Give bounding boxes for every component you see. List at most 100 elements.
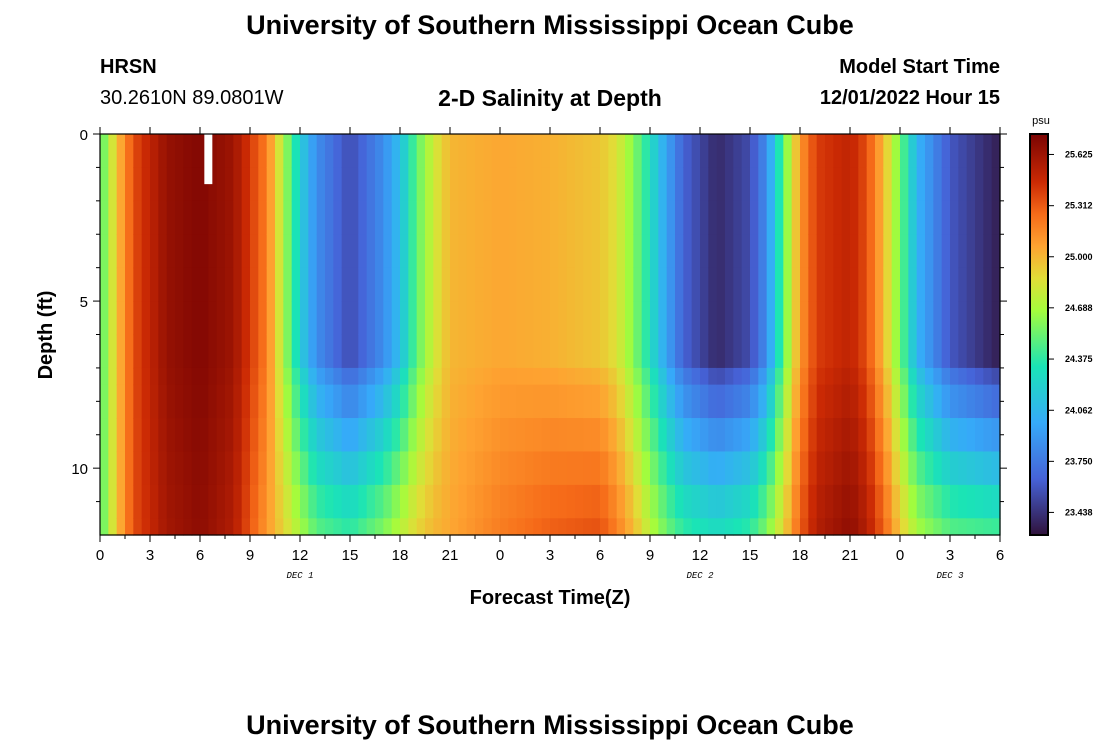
heatmap-cell	[891, 200, 901, 235]
heatmap-cell	[683, 484, 693, 519]
heatmap-cell	[508, 518, 518, 536]
heatmap-cell	[975, 301, 984, 336]
heatmap-cell	[125, 334, 134, 369]
heatmap-cell	[683, 384, 693, 419]
heatmap-cell	[850, 518, 859, 536]
heatmap-cell	[616, 334, 626, 369]
heatmap-cell	[258, 301, 268, 336]
heatmap-cell	[158, 134, 168, 169]
heatmap-cell	[191, 384, 201, 419]
heatmap-cell	[350, 167, 359, 202]
heatmap-cell	[883, 451, 893, 486]
heatmap-cell	[750, 451, 759, 486]
heatmap-cell	[750, 200, 759, 235]
heatmap-cell	[241, 484, 251, 519]
heatmap-cell	[333, 334, 343, 369]
heatmap-cell	[200, 167, 209, 202]
heatmap-cell	[933, 367, 943, 386]
heatmap-cell	[316, 134, 326, 169]
heatmap-cell	[533, 451, 543, 486]
heatmap-cell	[908, 267, 918, 302]
day-label: DEC 1	[286, 571, 313, 581]
heatmap-cell	[541, 134, 551, 169]
heatmap-cell	[250, 234, 259, 269]
heatmap-cell	[491, 267, 501, 302]
heatmap-cell	[200, 518, 209, 536]
heatmap-cell	[408, 418, 418, 453]
heatmap-cell	[541, 451, 551, 486]
heatmap-cell	[625, 200, 634, 235]
heatmap-cell	[766, 384, 776, 419]
heatmap-cell	[175, 134, 184, 169]
heatmap-cell	[750, 418, 759, 453]
day-label: DEC 2	[686, 571, 714, 581]
heatmap-cell	[958, 334, 968, 369]
heatmap-cell	[858, 451, 868, 486]
heatmap-cell	[466, 234, 476, 269]
heatmap-cell	[491, 384, 501, 419]
heatmap-cell	[366, 301, 376, 336]
heatmap-cell	[575, 234, 584, 269]
heatmap-cell	[850, 200, 859, 235]
heatmap-cell	[108, 367, 118, 386]
heatmap-cell	[133, 484, 143, 519]
heatmap-cell	[708, 267, 718, 302]
heatmap-cell	[650, 451, 659, 486]
heatmap-cell	[500, 267, 509, 302]
heatmap-cell	[400, 518, 409, 536]
heatmap-cell	[116, 367, 126, 386]
heatmap-cell	[583, 134, 593, 169]
heatmap-cell	[708, 418, 718, 453]
heatmap-cell	[175, 267, 184, 302]
heatmap-cell	[875, 367, 884, 386]
heatmap-cell	[383, 518, 393, 536]
heatmap-cell	[650, 267, 659, 302]
heatmap-cell	[283, 334, 293, 369]
heatmap-cell	[175, 234, 184, 269]
heatmap-cell	[166, 134, 176, 169]
heatmap-cell	[916, 134, 926, 169]
heatmap-cell	[175, 418, 184, 453]
heatmap-cell	[933, 518, 943, 536]
heatmap-cell	[983, 484, 993, 519]
heatmap-cell	[416, 267, 426, 302]
heatmap-cell	[550, 134, 559, 169]
heatmap-cell	[500, 334, 509, 369]
heatmap-cell	[783, 267, 793, 302]
heatmap-cell	[991, 267, 1001, 302]
footer-title: University of Southern Mississippi Ocean…	[246, 710, 854, 740]
heatmap-cell	[675, 200, 684, 235]
heatmap-cell	[225, 167, 234, 202]
heatmap-cell	[700, 484, 709, 519]
heatmap-cell	[725, 367, 734, 386]
heatmap-cell	[891, 418, 901, 453]
heatmap-cell	[508, 384, 518, 419]
heatmap-cell	[533, 134, 543, 169]
heatmap-cell	[183, 200, 193, 235]
heatmap-cell	[933, 451, 943, 486]
heatmap-cell	[558, 484, 568, 519]
heatmap-cell	[150, 234, 159, 269]
heatmap-cell	[891, 334, 901, 369]
heatmap-cell	[666, 418, 676, 453]
heatmap-cell	[466, 384, 476, 419]
heatmap-cell	[283, 418, 293, 453]
heatmap-cell	[841, 418, 851, 453]
heatmap-cell	[241, 367, 251, 386]
heatmap-cell	[975, 234, 984, 269]
heatmap-cell	[383, 334, 393, 369]
heatmap-cell	[816, 418, 826, 453]
heatmap-cell	[200, 267, 209, 302]
heatmap-cell	[825, 267, 834, 302]
heatmap-cell	[658, 134, 668, 169]
heatmap-cell	[808, 301, 818, 336]
heatmap-cell	[141, 418, 151, 453]
heatmap-cell	[308, 384, 318, 419]
heatmap-cell	[816, 384, 826, 419]
heatmap-cell	[466, 484, 476, 519]
heatmap-cell	[300, 384, 309, 419]
heatmap-cell	[491, 134, 501, 169]
heatmap-cell	[833, 367, 843, 386]
heatmap-cell	[541, 518, 551, 536]
heatmap-cell	[775, 518, 784, 536]
